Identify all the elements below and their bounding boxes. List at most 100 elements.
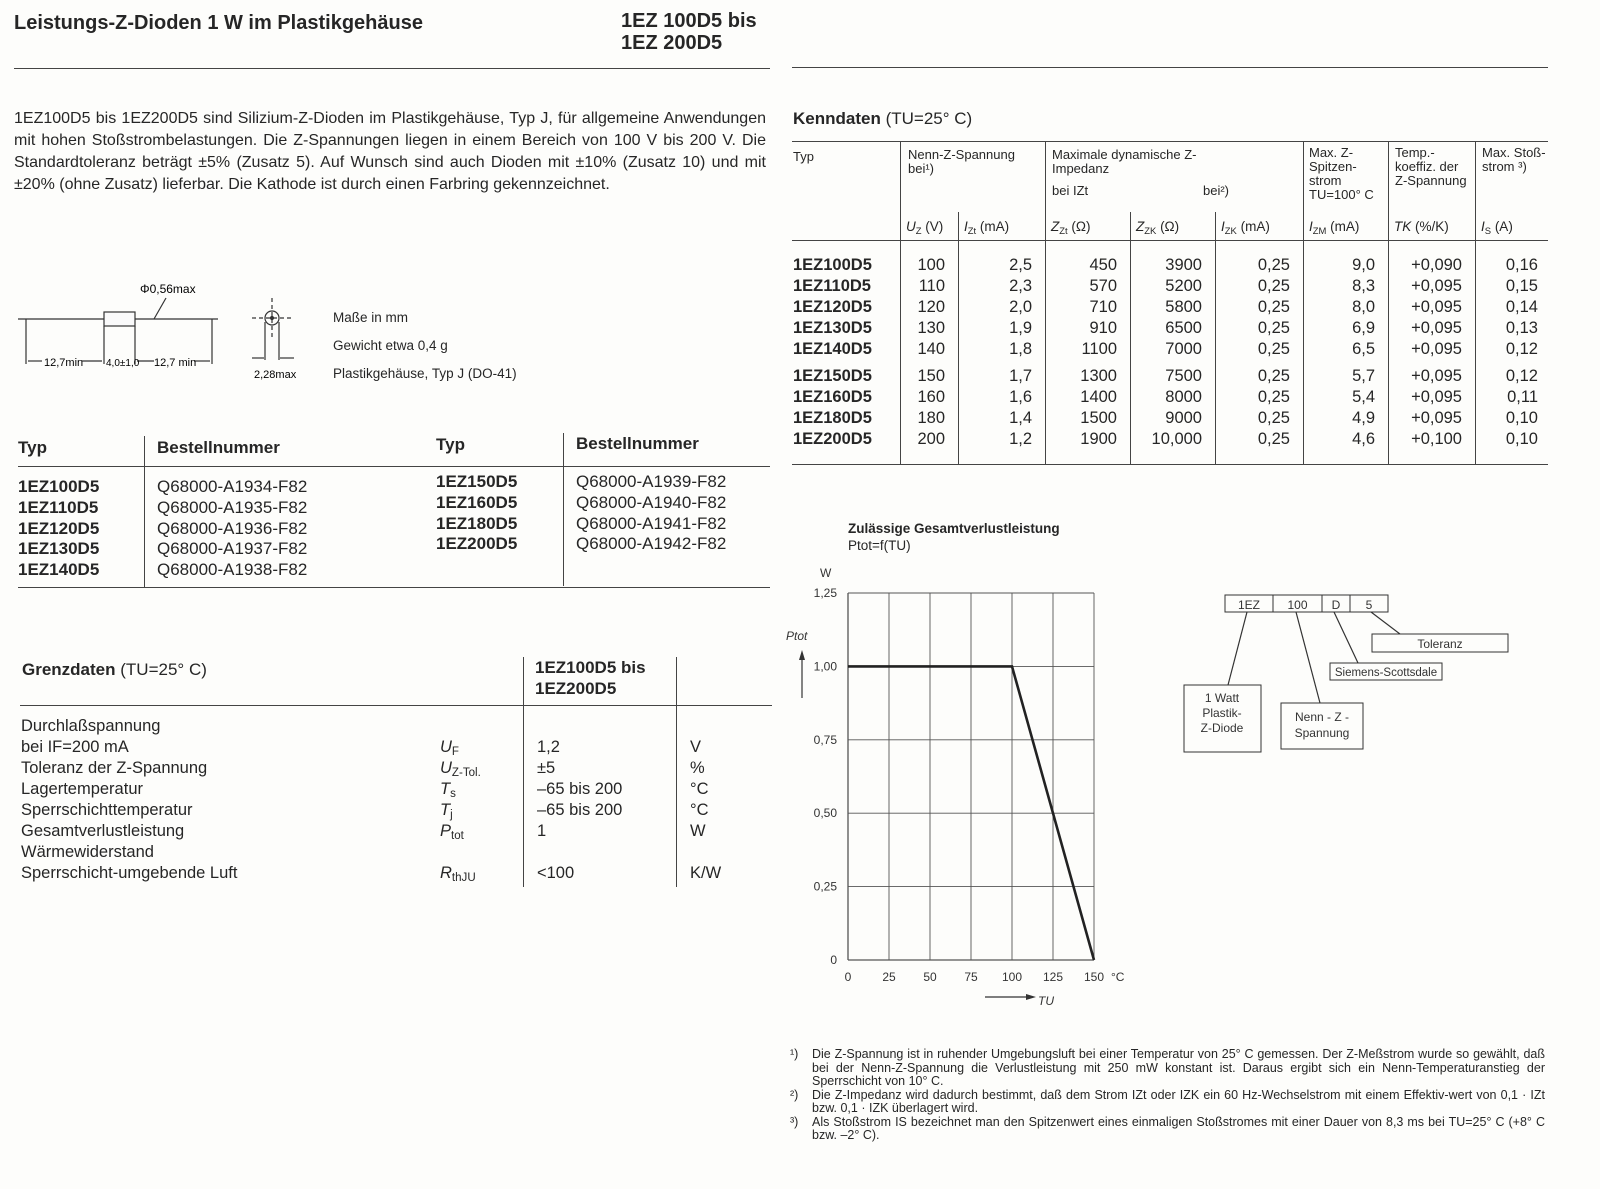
limit-label: bei IF=200 mA [21, 738, 129, 756]
limit-value: ±5 [537, 759, 556, 777]
order-header: Bestellnummer [157, 438, 280, 457]
power-derating-chart: 0 25 50 75 100 125 150 0 0,25 0,50 0,75 1,00 1,25 °C W… [786, 566, 1125, 1008]
subscript: Zt [1059, 226, 1068, 237]
limit-value: <100 [537, 864, 575, 882]
unit-header: TK (%/K) [1394, 219, 1449, 235]
type-cell: 1EZ150D5 [793, 367, 872, 385]
table-row: 1EZ140D5 140 1,8 1100 7000 0,25 6,5 +0,095 0,12 [0, 339, 1600, 359]
value-cell: 0,25 [1257, 388, 1290, 406]
order-number: Q68000-A1941-F82 [576, 513, 727, 533]
type-label: Plastik- [1202, 706, 1241, 720]
subscript: ZK [1144, 226, 1157, 237]
order-type: 1EZ120D5 [18, 518, 100, 538]
value-cell: 180 [917, 409, 945, 427]
unit: (mA) [1236, 219, 1270, 234]
value-cell: 0,12 [1505, 367, 1538, 385]
table-row: 1EZ100D5 100 2,5 450 3900 0,25 9,0 +0,090 0,16 [0, 255, 1600, 275]
kenn-divider [958, 212, 959, 464]
value-cell: 1900 [1080, 430, 1117, 448]
code-part: 1EZ [1238, 598, 1260, 612]
symbol: U [440, 759, 452, 777]
tolerance-label-box [1371, 633, 1509, 653]
limit-symbol: Tj [440, 800, 453, 821]
order-header: Bestellnummer [576, 434, 699, 453]
value-cell: 1500 [1080, 409, 1117, 427]
kenn-rule [792, 141, 1548, 142]
kenn-divider [1045, 141, 1046, 464]
header-impedanz: Maximale dynamische Z-Impedanz [1052, 147, 1197, 176]
limit-label: Durchlaßspannung [21, 717, 161, 735]
unit-header: UZ (V) [906, 219, 943, 237]
order-type: 1EZ110D5 [18, 497, 99, 517]
footnote: ¹) Die Z-Spannung ist in ruhender Umgebun… [790, 1047, 1545, 1089]
derating-line [848, 665, 1096, 961]
unit-header: IZM (mA) [1309, 219, 1359, 237]
subscript: Z [915, 226, 922, 237]
footnote: ³) Als Stoßstrom IS bezeichnet man den Sp… [790, 1114, 1545, 1143]
value-cell: 8,0 [1352, 298, 1375, 316]
unit-header: IS (A) [1481, 219, 1513, 236]
subscript: s [450, 788, 456, 800]
header-nenn: Nenn-Z-Spannung bei¹) [908, 147, 1015, 176]
order-type: 1EZ180D5 [436, 513, 518, 533]
limits-title: Grenzdaten (TU=25° C) [22, 660, 207, 680]
value-cell: 9000 [1165, 409, 1202, 427]
symbol: TK [1394, 219, 1412, 234]
limits-col-line2: 1EZ200D5 [535, 679, 617, 698]
subscript: F [451, 746, 459, 758]
units-note: Maße in mm [333, 310, 409, 325]
limit-value: –65 bis 200 [537, 801, 623, 819]
value-cell: 1,7 [1009, 367, 1032, 385]
footnote-mark: ¹) [790, 1047, 799, 1061]
limit-label: Gesamtverlustleistung [21, 822, 185, 840]
y-axis-arrowhead [799, 650, 805, 660]
symbol: P [440, 822, 452, 840]
value-cell: 6,5 [1352, 340, 1375, 358]
maker-label: Siemens-Scottsdale [1335, 667, 1437, 679]
value-cell: 2,3 [1009, 277, 1032, 295]
limit-value: –65 bis 200 [537, 780, 623, 798]
tolerance-label: Toleranz [1417, 637, 1462, 651]
value-cell: 8000 [1165, 388, 1202, 406]
x-tick-label: 75 [964, 970, 978, 984]
kenn-divider [900, 141, 901, 464]
leader-line [1370, 611, 1401, 635]
footnote-text: Die Z-Impedanz wird dadurch bestimmt, da… [812, 1087, 1545, 1115]
x-tick-label: 100 [1002, 970, 1022, 984]
subscript: ZM [1312, 226, 1327, 237]
footnote-text: Als Stoßstrom IS bezeichnet man den Spit… [812, 1114, 1545, 1142]
limit-unit: V [690, 738, 702, 756]
order-number: Q68000-A1937-F82 [157, 539, 308, 559]
value-cell: 5,7 [1352, 367, 1375, 385]
order-header: Typ [436, 435, 465, 454]
value-cell: 6500 [1165, 319, 1202, 337]
x-axis-label: TU [1038, 994, 1054, 1008]
value-cell: +0,095 [1411, 367, 1462, 385]
table-row: 1EZ130D5 130 1,9 910 6500 0,25 6,9 +0,095 0,13 [0, 318, 1600, 338]
order-type: 1EZ140D5 [18, 560, 100, 580]
limit-unit: °C [690, 801, 709, 819]
order-rule [18, 587, 770, 588]
value-cell: 0,15 [1505, 277, 1538, 295]
limit-label: Toleranz der Z-Spannung [21, 759, 208, 777]
diameter-label: Φ0,56max [140, 282, 196, 296]
symbol: T [440, 801, 451, 819]
voltage-label-box [1280, 702, 1364, 750]
value-cell: 160 [917, 388, 945, 406]
limit-unit: °C [690, 780, 709, 798]
symbol: U [440, 738, 452, 756]
code-part: D [1332, 598, 1341, 612]
header-rule-left [14, 68, 770, 69]
value-cell: 1,8 [1009, 340, 1032, 358]
value-cell: 120 [917, 298, 945, 316]
type-label-box [1183, 684, 1262, 753]
value-cell: 4,9 [1352, 409, 1375, 427]
value-cell: 4,6 [1352, 430, 1375, 448]
value-cell: 140 [917, 340, 945, 358]
y-axis-label: Ptot [786, 629, 808, 643]
y-tick-label: 0,50 [814, 806, 838, 820]
value-cell: 0,25 [1257, 409, 1290, 427]
value-cell: 1400 [1080, 388, 1117, 406]
order-type: 1EZ100D5 [18, 477, 100, 496]
